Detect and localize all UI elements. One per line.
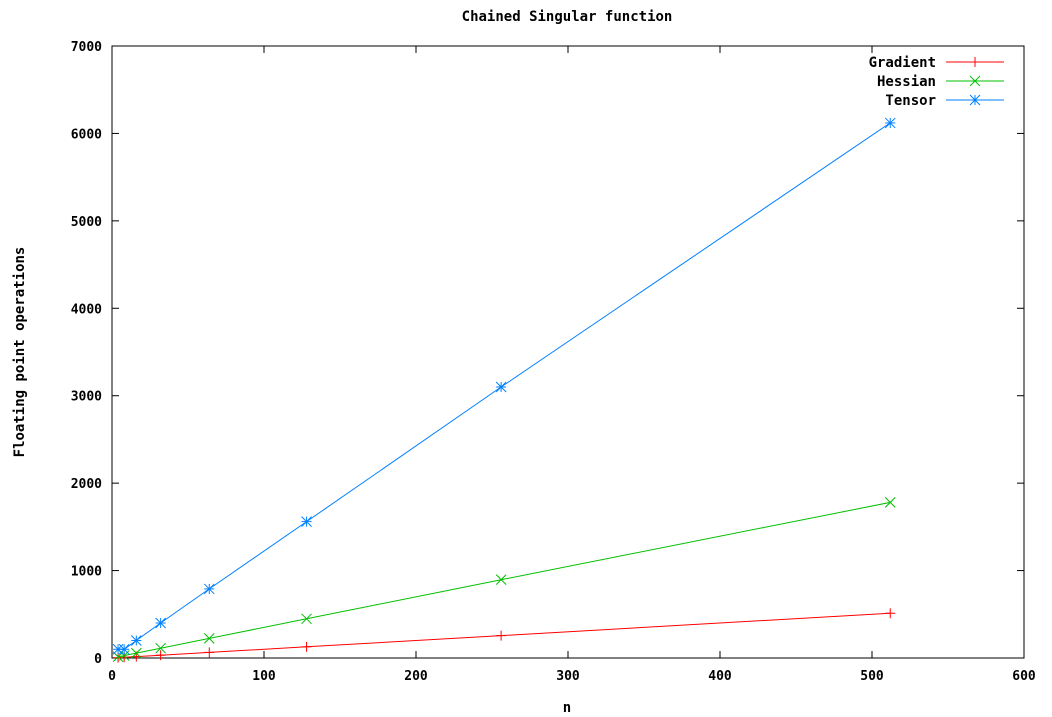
data-point-hessian <box>495 574 507 586</box>
data-point-tensor <box>155 617 166 629</box>
series-hessian <box>112 497 896 663</box>
legend-marker-hessian <box>969 75 981 87</box>
series-tensor <box>112 117 896 655</box>
data-point-tensor <box>301 516 312 527</box>
x-tick-label: 200 <box>404 669 428 684</box>
data-point-gradient <box>496 630 507 641</box>
series-line-tensor <box>118 122 891 650</box>
y-tick-label: 1000 <box>71 565 102 580</box>
legend-label-tensor: Tensor <box>885 93 936 109</box>
y-tick-label: 5000 <box>71 215 102 230</box>
series-line-hessian <box>118 501 891 658</box>
data-point-tensor <box>203 583 215 595</box>
data-point-hessian <box>130 647 142 659</box>
series-layer <box>112 117 896 663</box>
y-tick-label: 4000 <box>71 302 102 317</box>
data-point-hessian <box>155 642 166 654</box>
x-tick-label: 300 <box>556 669 580 684</box>
y-axis-label: Floating point operations <box>12 247 28 458</box>
data-point-tensor <box>495 381 507 393</box>
x-tick-label: 500 <box>860 669 884 684</box>
data-point-gradient <box>155 650 166 661</box>
legend-marker-gradient <box>970 57 980 67</box>
x-tick-label: 0 <box>108 669 116 684</box>
chart-title: Chained Singular function <box>462 9 673 25</box>
data-point-gradient <box>885 608 896 619</box>
y-tick-label: 3000 <box>71 390 102 405</box>
axis-ticks: 0 100 200 300 400 500 600010002000300040005000… <box>71 40 1036 684</box>
legend: Gradient Hessian Tensor <box>869 55 1004 109</box>
data-point-gradient <box>301 641 312 652</box>
data-point-gradient <box>204 647 215 658</box>
x-tick-label: 400 <box>708 669 732 684</box>
data-point-tensor <box>118 643 130 655</box>
y-tick-label: 6000 <box>71 127 102 142</box>
data-point-tensor <box>130 635 142 646</box>
legend-marker-tensor <box>969 94 981 106</box>
series-gradient <box>113 608 896 663</box>
legend-label-hessian: Hessian <box>877 74 936 90</box>
data-point-hessian <box>301 613 312 625</box>
y-tick-label: 7000 <box>71 40 102 55</box>
y-tick-label: 0 <box>94 652 102 667</box>
x-tick-label: 600 <box>1012 669 1036 684</box>
data-point-tensor <box>884 117 896 129</box>
legend-label-gradient: Gradient <box>869 55 936 71</box>
data-point-hessian <box>203 633 215 644</box>
x-tick-label: 100 <box>252 669 276 684</box>
data-point-hessian <box>884 497 896 508</box>
y-tick-label: 2000 <box>71 477 102 492</box>
x-axis-label: n <box>563 700 571 716</box>
